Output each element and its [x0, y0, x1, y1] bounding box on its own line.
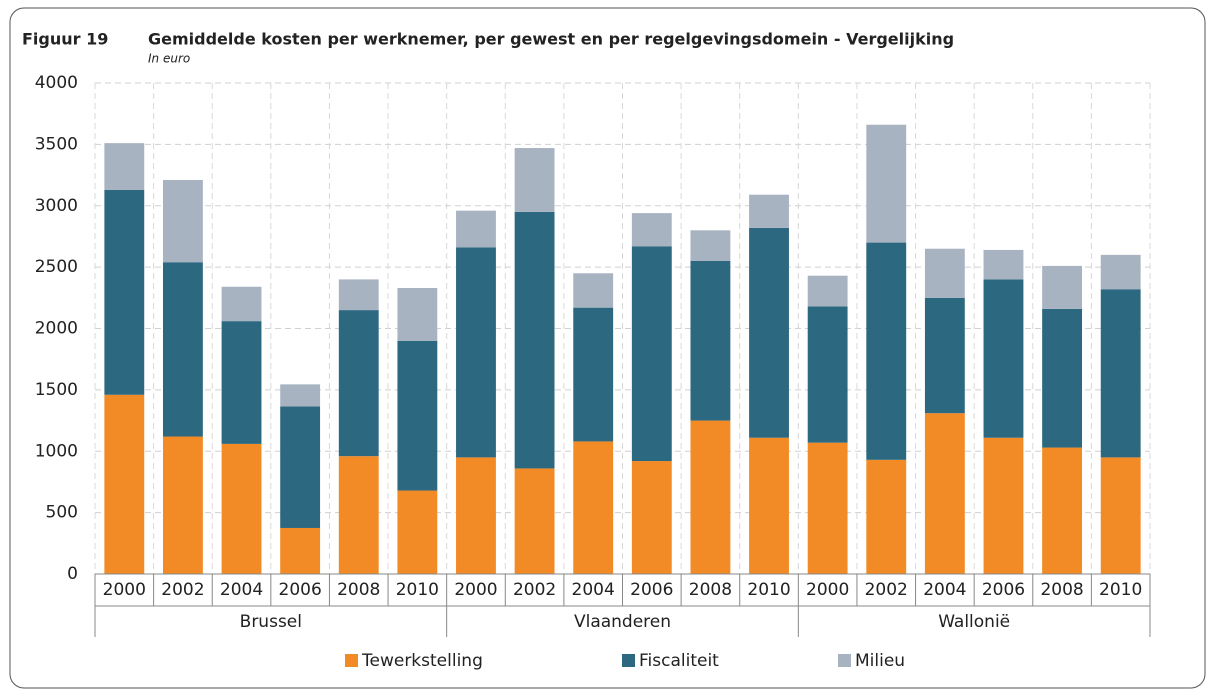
bar-segment [397, 490, 438, 574]
bar-segment [983, 249, 1024, 280]
bar-segment [690, 230, 731, 261]
chart-title: Gemiddelde kosten per werknemer, per gew… [148, 30, 954, 49]
bar-segment [104, 394, 145, 574]
legend-label: Fiscaliteit [639, 651, 719, 671]
y-tick-label: 2500 [35, 257, 78, 277]
bar-segment [1100, 254, 1141, 290]
bar-segment [162, 179, 203, 263]
bar-segment [104, 143, 145, 190]
bar-segment [866, 459, 907, 574]
y-tick-label: 3500 [35, 134, 78, 154]
x-tick-label: 2008 [1040, 580, 1083, 600]
bar-segment [573, 441, 614, 574]
legend-swatch [622, 654, 635, 667]
bar-segment [456, 457, 496, 574]
bar-segment [514, 468, 555, 574]
legend-swatch [838, 654, 851, 667]
x-tick-label: 2006 [279, 580, 322, 600]
bar-segment [1100, 289, 1141, 458]
x-tick-label: 2004 [572, 580, 615, 600]
y-tick-label: 1500 [35, 380, 78, 400]
bar-segment [573, 273, 614, 308]
bar-segment [1100, 457, 1141, 574]
y-tick-label: 2000 [35, 319, 78, 339]
y-tick-label: 500 [46, 503, 78, 523]
legend-label: Milieu [855, 651, 905, 671]
figure-label: Figuur 19 [22, 30, 108, 49]
chart-subtitle: In euro [148, 52, 190, 66]
bar-segment [749, 227, 789, 438]
bar-segment [631, 461, 672, 574]
bar-segment [280, 527, 321, 574]
bar-segment [456, 210, 496, 248]
x-tick-label: 2000 [103, 580, 146, 600]
bar-segment [280, 384, 321, 407]
bar-segment [690, 420, 731, 574]
x-tick-label: 2008 [337, 580, 380, 600]
bar-segment [924, 413, 965, 574]
x-tick-label: 2010 [1099, 580, 1142, 600]
bar-segment [456, 247, 496, 458]
y-tick-label: 1000 [35, 441, 78, 461]
x-tick-label: 2002 [513, 580, 556, 600]
bar-segment [514, 211, 555, 469]
bar-segment [749, 437, 789, 574]
bar-segment [983, 437, 1024, 574]
bar-segment [924, 248, 965, 298]
y-tick-label: 4000 [35, 73, 78, 93]
x-tick-label: 2006 [982, 580, 1025, 600]
bar-segment [338, 310, 379, 457]
legend-label: Tewerkstelling [361, 651, 483, 671]
bar-segment [221, 443, 262, 574]
x-tick-label: 2004 [220, 580, 263, 600]
bar-segment [397, 287, 438, 341]
frame [9, 7, 1206, 689]
bar-segment [631, 213, 672, 247]
bar-segment [983, 279, 1024, 438]
bar-segment [221, 286, 262, 322]
group-label: Brussel [240, 612, 302, 632]
x-tick-label: 2000 [454, 580, 497, 600]
bar-segment [280, 406, 321, 528]
x-tick-label: 2006 [630, 580, 673, 600]
bar-segment [1042, 447, 1083, 574]
bar-segment [807, 306, 848, 443]
bar-segment [104, 189, 145, 395]
bar-segment [397, 340, 438, 491]
bar-segment [162, 262, 203, 437]
x-tick-label: 2008 [689, 580, 732, 600]
bar-segment [338, 279, 379, 311]
x-tick-label: 2010 [396, 580, 439, 600]
group-label: Wallonië [938, 612, 1010, 632]
bar-segment [162, 436, 203, 574]
bar-segment [807, 442, 848, 574]
bar-segment [749, 194, 789, 228]
bar-segment [924, 297, 965, 414]
x-tick-label: 2002 [865, 580, 908, 600]
x-tick-label: 2002 [161, 580, 204, 600]
bar-segment [514, 148, 555, 212]
x-tick-label: 2010 [747, 580, 790, 600]
bar-segment [1042, 308, 1083, 448]
bar-segment [573, 307, 614, 442]
x-tick-label: 2000 [806, 580, 849, 600]
bar-segment [631, 246, 672, 462]
bar-segment [690, 260, 731, 421]
group-label: Vlaanderen [574, 612, 671, 632]
bar-segment [338, 456, 379, 574]
legend-swatch [345, 654, 358, 667]
bar-segment [866, 124, 907, 243]
bar-segment [866, 242, 907, 460]
bar-segment [807, 275, 848, 307]
y-tick-label: 0 [67, 564, 78, 584]
y-tick-label: 3000 [35, 196, 78, 216]
x-tick-label: 2004 [923, 580, 966, 600]
bar-segment [221, 321, 262, 444]
bar-segment [1042, 265, 1083, 309]
